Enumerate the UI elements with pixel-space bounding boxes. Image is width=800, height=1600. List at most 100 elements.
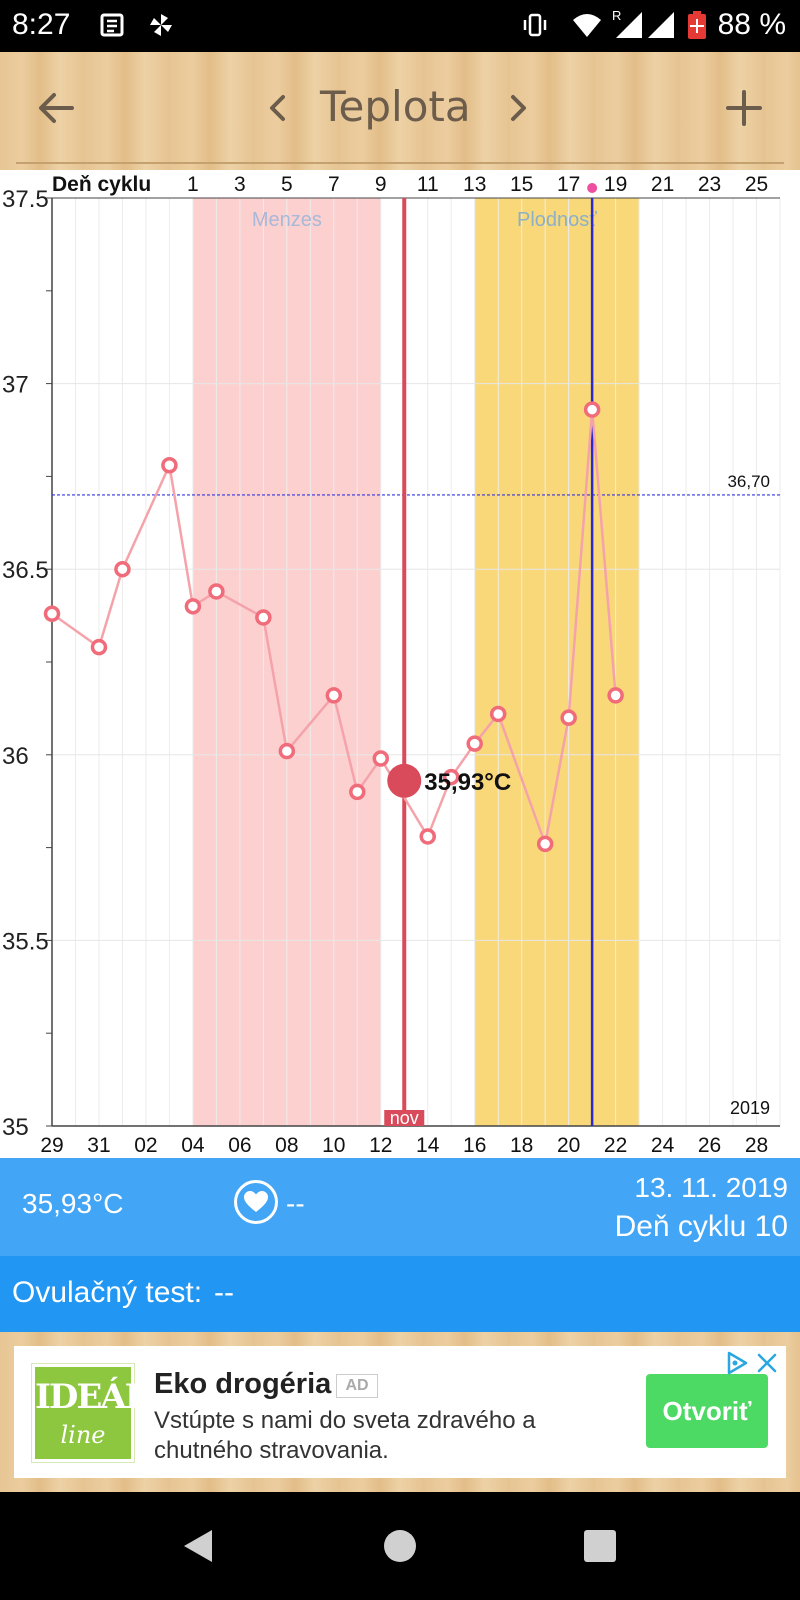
cycle-day-tick: 25 [745,173,768,196]
cycle-day-tick: 17 [557,173,580,196]
heart-icon [244,1191,268,1212]
add-button[interactable] [716,80,772,136]
data-point [442,768,460,786]
next-button[interactable] [490,80,546,136]
info-panel: 35,93°C -- 13. 11. 2019 Deň cyklu 10 [0,1158,800,1256]
selected-point-label: 35,93°C [424,769,511,796]
ovulation-test-label: Ovulačný test: [12,1276,203,1309]
heart-value: -- [286,1188,305,1219]
nav-back-icon [184,1530,212,1562]
data-point [43,605,61,622]
back-button[interactable] [28,80,84,136]
year-label: 2019 [730,1098,770,1118]
date-tick: 20 [557,1134,580,1157]
data-point [325,687,343,704]
nav-home-button[interactable] [376,1522,424,1570]
adchoices-icon[interactable] [724,1350,750,1376]
wifi-icon [573,14,601,37]
heart-button[interactable] [234,1180,278,1224]
battery-percent: 88 % [717,8,786,41]
status-time: 8:27 [12,8,71,41]
cycle-day-tick: 23 [698,173,721,196]
nav-recents-icon [584,1530,616,1562]
y-tick-label: 37.5 [2,186,49,213]
back-arrow-icon [39,93,74,123]
ad-open-button[interactable]: Otvoriť [646,1374,768,1448]
selected-cycle-day: Deň cyklu 10 [614,1210,788,1243]
date-tick: 06 [228,1134,251,1157]
date-tick: 26 [698,1134,721,1157]
cycle-day-tick: 21 [651,173,674,196]
cycle-day-tick: 13 [463,173,486,196]
month-label: nov [390,1108,419,1128]
date-tick: 14 [416,1134,440,1157]
cycle-day-tick: 3 [234,173,246,196]
data-point [419,828,436,845]
data-point [607,687,624,704]
ad-banner[interactable]: IDEÁL line Eko drogéria AD Vstúpte s nam… [14,1346,786,1478]
data-point [184,598,202,615]
ad-logo-line2: line [60,1421,106,1449]
ad-badge: AD [336,1374,378,1398]
data-point [489,705,507,723]
data-point [161,457,178,474]
date-tick: 28 [745,1134,768,1157]
data-point [255,609,272,626]
ad-logo[interactable]: IDEÁL line [31,1363,149,1463]
temperature-chart[interactable]: 35 35.5 36 36.5 37 37.5 Deň cyklu 1 3 5 7 9 11 13 15 17… [0,170,800,1158]
y-tick-label: 36.5 [2,557,49,584]
y-tick-label: 35 [2,1114,29,1141]
selected-date: 13. 11. 2019 [634,1172,788,1203]
date-tick: 12 [369,1134,392,1157]
cycle-day-tick: 15 [510,173,533,196]
previous-button[interactable] [250,80,306,136]
date-tick: 04 [181,1134,205,1157]
date-tick: 18 [510,1134,533,1157]
date-tick: 10 [322,1134,345,1157]
date-tick: 08 [275,1134,298,1157]
data-point [90,638,108,656]
ad-title[interactable]: Eko drogéria [154,1368,332,1400]
ad-logo-line1: IDEÁL [35,1377,149,1417]
data-point [372,750,390,767]
chevron-left-icon [270,95,285,121]
chevron-right-icon [511,95,526,121]
nav-back-button[interactable] [174,1522,222,1570]
coverline-label: 36,70 [727,472,770,491]
zone-label-0: Menzes [252,209,322,231]
date-tick: 22 [604,1134,627,1157]
date-tick: 16 [463,1134,486,1157]
selected-temperature: 35,93°C [22,1188,124,1219]
system-nav-bar [0,1492,800,1600]
cycle-day-tick: 11 [417,173,439,196]
nav-home-icon [384,1530,416,1562]
y-tick-label: 37 [2,372,29,399]
signal-icon-2 [648,12,674,38]
date-tick: 24 [651,1134,675,1157]
add-icon [726,90,762,126]
y-tick-label: 36 [2,743,29,770]
battery-icon [688,11,706,39]
cycle-day-axis-label: Deň cyklu [52,173,151,196]
news-icon [100,13,124,37]
data-point [560,709,577,726]
ad-text[interactable]: Vstúpte s nami do sveta zdravého a chutn… [154,1407,536,1464]
ad-container: IDEÁL line Eko drogéria AD Vstúpte s nam… [0,1332,800,1492]
selected-point [387,763,422,798]
roaming-label: R [612,8,622,23]
y-tick-label: 35.5 [2,928,49,955]
nav-recents-button[interactable] [576,1522,624,1570]
data-point [278,742,296,760]
signal-icon [616,12,642,38]
date-tick: 29 [40,1134,63,1157]
ad-close-icon[interactable] [754,1350,780,1376]
data-point [114,560,131,578]
vibrate-icon [523,13,547,37]
data-point [466,735,483,752]
pinwheel-icon [150,14,172,36]
cycle-day-tick: 19 [604,173,627,196]
zone-label-1: Plodnosť [517,209,597,231]
ovulation-test-row[interactable]: Ovulačný test: -- [0,1256,800,1332]
cycle-day-tick: 9 [375,173,387,196]
